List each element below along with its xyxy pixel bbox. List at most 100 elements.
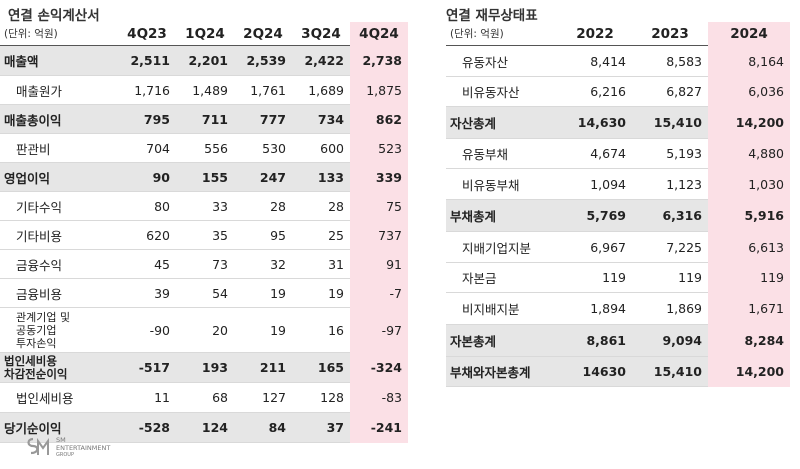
column-header: 1Q24 [185, 25, 225, 42]
value-cell: 124 [201, 420, 228, 435]
highlight-column [708, 22, 790, 387]
row-label: 매출총이익 [4, 112, 62, 128]
table-row: 자본금 119 119 119 [446, 263, 790, 293]
table-row: 매출총이익 795 711 777 734 862 [0, 105, 408, 134]
value-cell: 54 [212, 285, 228, 301]
sm-logo-mark [27, 437, 49, 455]
value-cell: -97 [381, 322, 402, 338]
table-row: 비지배지분 1,894 1,869 1,671 [446, 293, 790, 325]
value-cell: 6,216 [590, 84, 626, 99]
value-cell: 2,511 [130, 53, 170, 68]
value-cell: 4,674 [590, 146, 626, 161]
value-cell: 32 [270, 256, 286, 272]
value-cell: 1,689 [308, 82, 344, 98]
logo-line-1: SM [56, 436, 66, 444]
unit-label: (단위: 억원) [4, 28, 58, 40]
row-label: 당기순이익 [4, 421, 62, 436]
row-label: 관계기업 및 공동기업 투자손익 [0, 311, 118, 350]
value-cell: 4,880 [748, 146, 784, 161]
value-cell: 28 [328, 198, 344, 214]
value-cell: 68 [212, 390, 228, 405]
table-row: 매출원가 1,716 1,489 1,761 1,689 1,875 [0, 76, 408, 105]
value-cell: 5,916 [744, 208, 784, 223]
row-label: 비유동자산 [462, 85, 520, 100]
row-label: 자산총계 [450, 116, 497, 131]
value-cell: 8,861 [586, 333, 626, 348]
table-row: 법인세비용 차감전순이익 -517 193 211 165 -324 [0, 353, 408, 383]
value-cell: 91 [386, 256, 402, 272]
row-label: 자본총계 [450, 334, 497, 349]
value-cell: 119 [678, 270, 702, 285]
balance-sheet-title: 연결 재무상태표 [446, 8, 538, 24]
row-label: 법인세비용 차감전순이익 [0, 354, 118, 381]
value-cell: 1,671 [748, 301, 784, 316]
value-cell: 704 [146, 140, 170, 156]
value-cell: 19 [270, 322, 286, 338]
value-cell: 8,284 [744, 333, 784, 348]
row-label: 부채총계 [450, 209, 497, 224]
value-cell: 2,738 [362, 53, 402, 68]
row-label: 유동부채 [462, 147, 509, 162]
value-cell: 6,827 [666, 84, 702, 99]
logo-line-2: ENTERTAINMENT [56, 443, 111, 452]
column-header: 2024 [730, 25, 768, 42]
value-cell: 14,630 [577, 115, 626, 130]
table-row: 유동자산 8,414 8,583 8,164 [446, 46, 790, 77]
table-row: 비유동자산 6,216 6,827 6,036 [446, 77, 790, 107]
value-cell: 211 [259, 360, 286, 375]
table-row: 기타비용 620 35 95 25 737 [0, 221, 408, 250]
row-label: 금융수익 [16, 257, 63, 273]
value-cell: 37 [326, 420, 344, 435]
value-cell: 35 [212, 227, 228, 243]
sm-logo-text: SM ENTERTAINMENT GROUP [56, 436, 111, 460]
table-row: 비유동부채 1,094 1,123 1,030 [446, 169, 790, 200]
value-cell: -83 [381, 390, 402, 405]
table-row: 매출액 2,511 2,201 2,539 2,422 2,738 [0, 46, 408, 76]
value-cell: 193 [201, 360, 228, 375]
table-row: 유동부채 4,674 5,193 4,880 [446, 139, 790, 169]
table-header-row: (단위: 억원) 2022 2023 2024 [446, 22, 790, 46]
table-header-row: (단위: 억원) 4Q23 1Q24 2Q24 3Q24 4Q24 [0, 22, 408, 46]
table-row: 법인세비용 11 68 127 128 -83 [0, 383, 408, 413]
row-label: 매출액 [4, 54, 39, 69]
value-cell: 5,769 [586, 208, 626, 223]
value-cell: 16 [328, 322, 344, 338]
value-cell: 15,410 [653, 364, 702, 379]
value-cell: 19 [270, 285, 286, 301]
value-cell: 1,489 [192, 82, 228, 98]
value-cell: 1,123 [666, 176, 702, 192]
column-header: 2023 [651, 25, 689, 42]
row-label: 금융비용 [16, 286, 63, 302]
value-cell: 25 [328, 227, 344, 243]
value-cell: 530 [262, 140, 286, 156]
value-cell: 1,761 [250, 82, 286, 98]
value-cell: 75 [386, 198, 402, 214]
value-cell: 119 [760, 270, 784, 285]
row-label: 기타수익 [16, 199, 63, 215]
row-label: 부채와자본총계 [450, 365, 531, 380]
table-row: 당기순이익 -528 124 84 37 -241 [0, 413, 408, 443]
value-cell: -517 [138, 360, 170, 375]
row-label-line: 관계기업 및 [16, 310, 71, 324]
value-cell: 8,414 [590, 53, 626, 69]
value-cell: 1,716 [134, 82, 170, 98]
value-cell: 1,875 [366, 82, 402, 98]
value-cell: 795 [143, 111, 170, 127]
value-cell: 7,225 [666, 239, 702, 255]
row-label: 매출원가 [16, 83, 63, 99]
value-cell: 39 [154, 285, 170, 301]
row-label: 비유동부채 [462, 177, 520, 193]
value-cell: 90 [152, 169, 170, 185]
value-cell: 73 [212, 256, 228, 272]
row-label: 유동자산 [462, 54, 509, 70]
logo-line-3: GROUP [56, 452, 74, 458]
column-header: 3Q24 [301, 25, 341, 42]
value-cell: 6,316 [662, 208, 702, 223]
value-cell: 777 [259, 111, 286, 127]
value-cell: 737 [378, 227, 402, 243]
column-header: 4Q24 [359, 25, 399, 42]
unit-label: (단위: 억원) [450, 28, 504, 40]
value-cell: 1,869 [666, 301, 702, 316]
value-cell: 133 [317, 169, 344, 185]
row-label: 기타비용 [16, 228, 63, 244]
